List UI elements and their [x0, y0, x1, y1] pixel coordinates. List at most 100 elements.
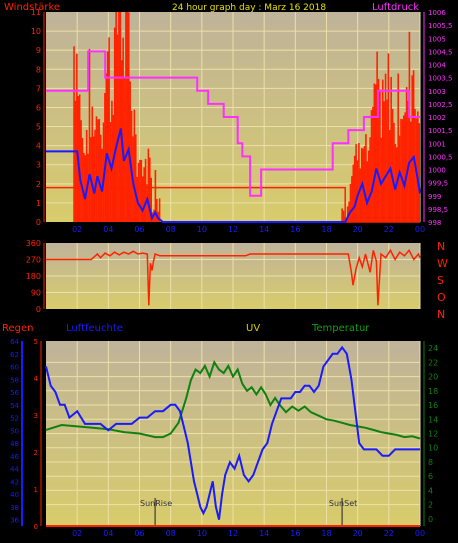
x-tick-label: 06: [134, 225, 144, 234]
pressure-tick-label: 1004: [428, 62, 446, 70]
right-label-luftdruck: Luftdruck: [372, 2, 419, 13]
humidity-tick-label: 60: [10, 364, 19, 372]
x-tick-label: 10: [197, 529, 207, 538]
pressure-tick-label: 1006: [428, 9, 446, 17]
x-tick-label: 10: [197, 225, 207, 234]
temperature-tick-label: 10: [428, 444, 438, 453]
pressure-line: [46, 50, 420, 197]
temperature-tick-label: 4: [428, 486, 433, 495]
temperature-tick-label: 12: [428, 430, 438, 439]
direction-tick-label: 180: [26, 272, 41, 281]
x-tick-label: 16: [290, 529, 300, 538]
compass-label: W: [437, 257, 448, 270]
temperature-tick-label: 14: [428, 415, 438, 424]
compass-label: N: [437, 240, 445, 253]
temperature-tick-label: 16: [428, 401, 438, 410]
pressure-tick-label: 1003: [428, 88, 446, 96]
humidity-tick-label: 62: [10, 351, 19, 359]
temperature-line: [45, 360, 421, 440]
rain-tick-label: 0: [34, 523, 38, 531]
wind-tick-label: 4: [36, 142, 41, 151]
pressure-tick-label: 998,5: [428, 206, 448, 214]
x-tick-label: 00: [415, 225, 425, 234]
compass-label: O: [437, 291, 446, 304]
rain-tick-label: 5: [34, 338, 38, 346]
wind-tick-label: 10: [31, 27, 41, 36]
temperature-tick-label: 22: [428, 358, 438, 367]
temperature-tick-label: 2: [428, 501, 433, 510]
humidity-tick-label: 56: [10, 389, 19, 397]
compass-label: S: [437, 274, 444, 287]
x-tick-label: 12: [228, 225, 238, 234]
wind-gust-bars: [73, 12, 421, 222]
x-tick-label: 04: [103, 225, 113, 234]
x-tick-label: 18: [321, 529, 331, 538]
humidity-line: [45, 345, 420, 520]
label-uv: UV: [246, 323, 260, 334]
rain-tick-label: 4: [34, 375, 39, 383]
left-label-windstaerke: Windstärke: [4, 2, 60, 13]
humidity-tick-label: 46: [10, 453, 19, 461]
humidity-tick-label: 40: [10, 491, 19, 499]
humidity-tick-label: 36: [10, 517, 19, 525]
x-tick-label: 14: [259, 529, 269, 538]
humidity-tick-label: 48: [10, 440, 19, 448]
sun-marker-label: SunSet: [329, 499, 357, 508]
pressure-tick-label: 999: [428, 193, 441, 201]
x-tick-label: 04: [103, 529, 113, 538]
humidity-tick-label: 42: [10, 478, 19, 486]
label-regen: Regen: [2, 323, 34, 334]
wind-direction-line: [46, 248, 421, 306]
wind-tick-label: 6: [36, 103, 41, 112]
temperature-tick-label: 18: [428, 387, 438, 396]
wind-tick-label: 3: [36, 161, 41, 170]
wind-tick-label: 1: [36, 199, 41, 208]
wind-pressure-marks: [46, 12, 421, 223]
label-temperatur: Temperatur: [311, 323, 370, 334]
wind-average-line: [46, 128, 421, 223]
pressure-tick-label: 999,5: [428, 180, 448, 188]
pressure-tick-label: 1000,5: [428, 153, 453, 161]
rain-tick-label: 1: [34, 486, 38, 494]
temperature-tick-label: 24: [428, 344, 438, 353]
direction-tick-label: 360: [26, 239, 41, 248]
wind-tick-label: 0: [36, 218, 41, 227]
rain-tick-label: 3: [34, 412, 38, 420]
wind-tick-label: 7: [36, 84, 41, 93]
wind-gust-line: [46, 186, 420, 223]
x-tick-label: 08: [166, 529, 176, 538]
label-luftfeuchte: Luftfeuchte: [66, 323, 123, 334]
pressure-tick-label: 1003,5: [428, 75, 453, 83]
humidity-tick-label: 44: [10, 466, 19, 474]
x-tick-label: 18: [321, 225, 331, 234]
x-tick-label: 00: [415, 529, 425, 538]
x-tick-label: 02: [72, 225, 82, 234]
pressure-tick-label: 1002: [428, 114, 446, 122]
pressure-tick-label: 1001: [428, 140, 446, 148]
x-tick-label: 20: [353, 529, 363, 538]
wind-tick-label: 11: [31, 8, 41, 17]
humidity-tick-label: 58: [10, 376, 19, 384]
pressure-tick-label: 1005,5: [428, 22, 453, 30]
humidity-tick-label: 38: [10, 504, 19, 512]
wind-direction-marks: [46, 248, 421, 306]
temperature-tick-label: 0: [428, 515, 433, 524]
x-tick-label: 16: [290, 225, 300, 234]
rain-tick-label: 2: [34, 449, 38, 457]
x-tick-label: 20: [353, 225, 363, 234]
direction-tick-label: 270: [26, 256, 41, 265]
compass-label: N: [437, 308, 445, 321]
x-tick-label: 08: [166, 225, 176, 234]
wind-tick-label: 9: [36, 46, 41, 55]
chart-title: 24 hour graph day : Marz 16 2018: [172, 3, 326, 13]
temperature-tick-label: 20: [428, 373, 438, 382]
x-tick-label: 12: [228, 529, 238, 538]
temperature-tick-label: 8: [428, 458, 433, 467]
wind-tick-label: 2: [36, 180, 41, 189]
humidity-tick-label: 54: [10, 402, 19, 410]
